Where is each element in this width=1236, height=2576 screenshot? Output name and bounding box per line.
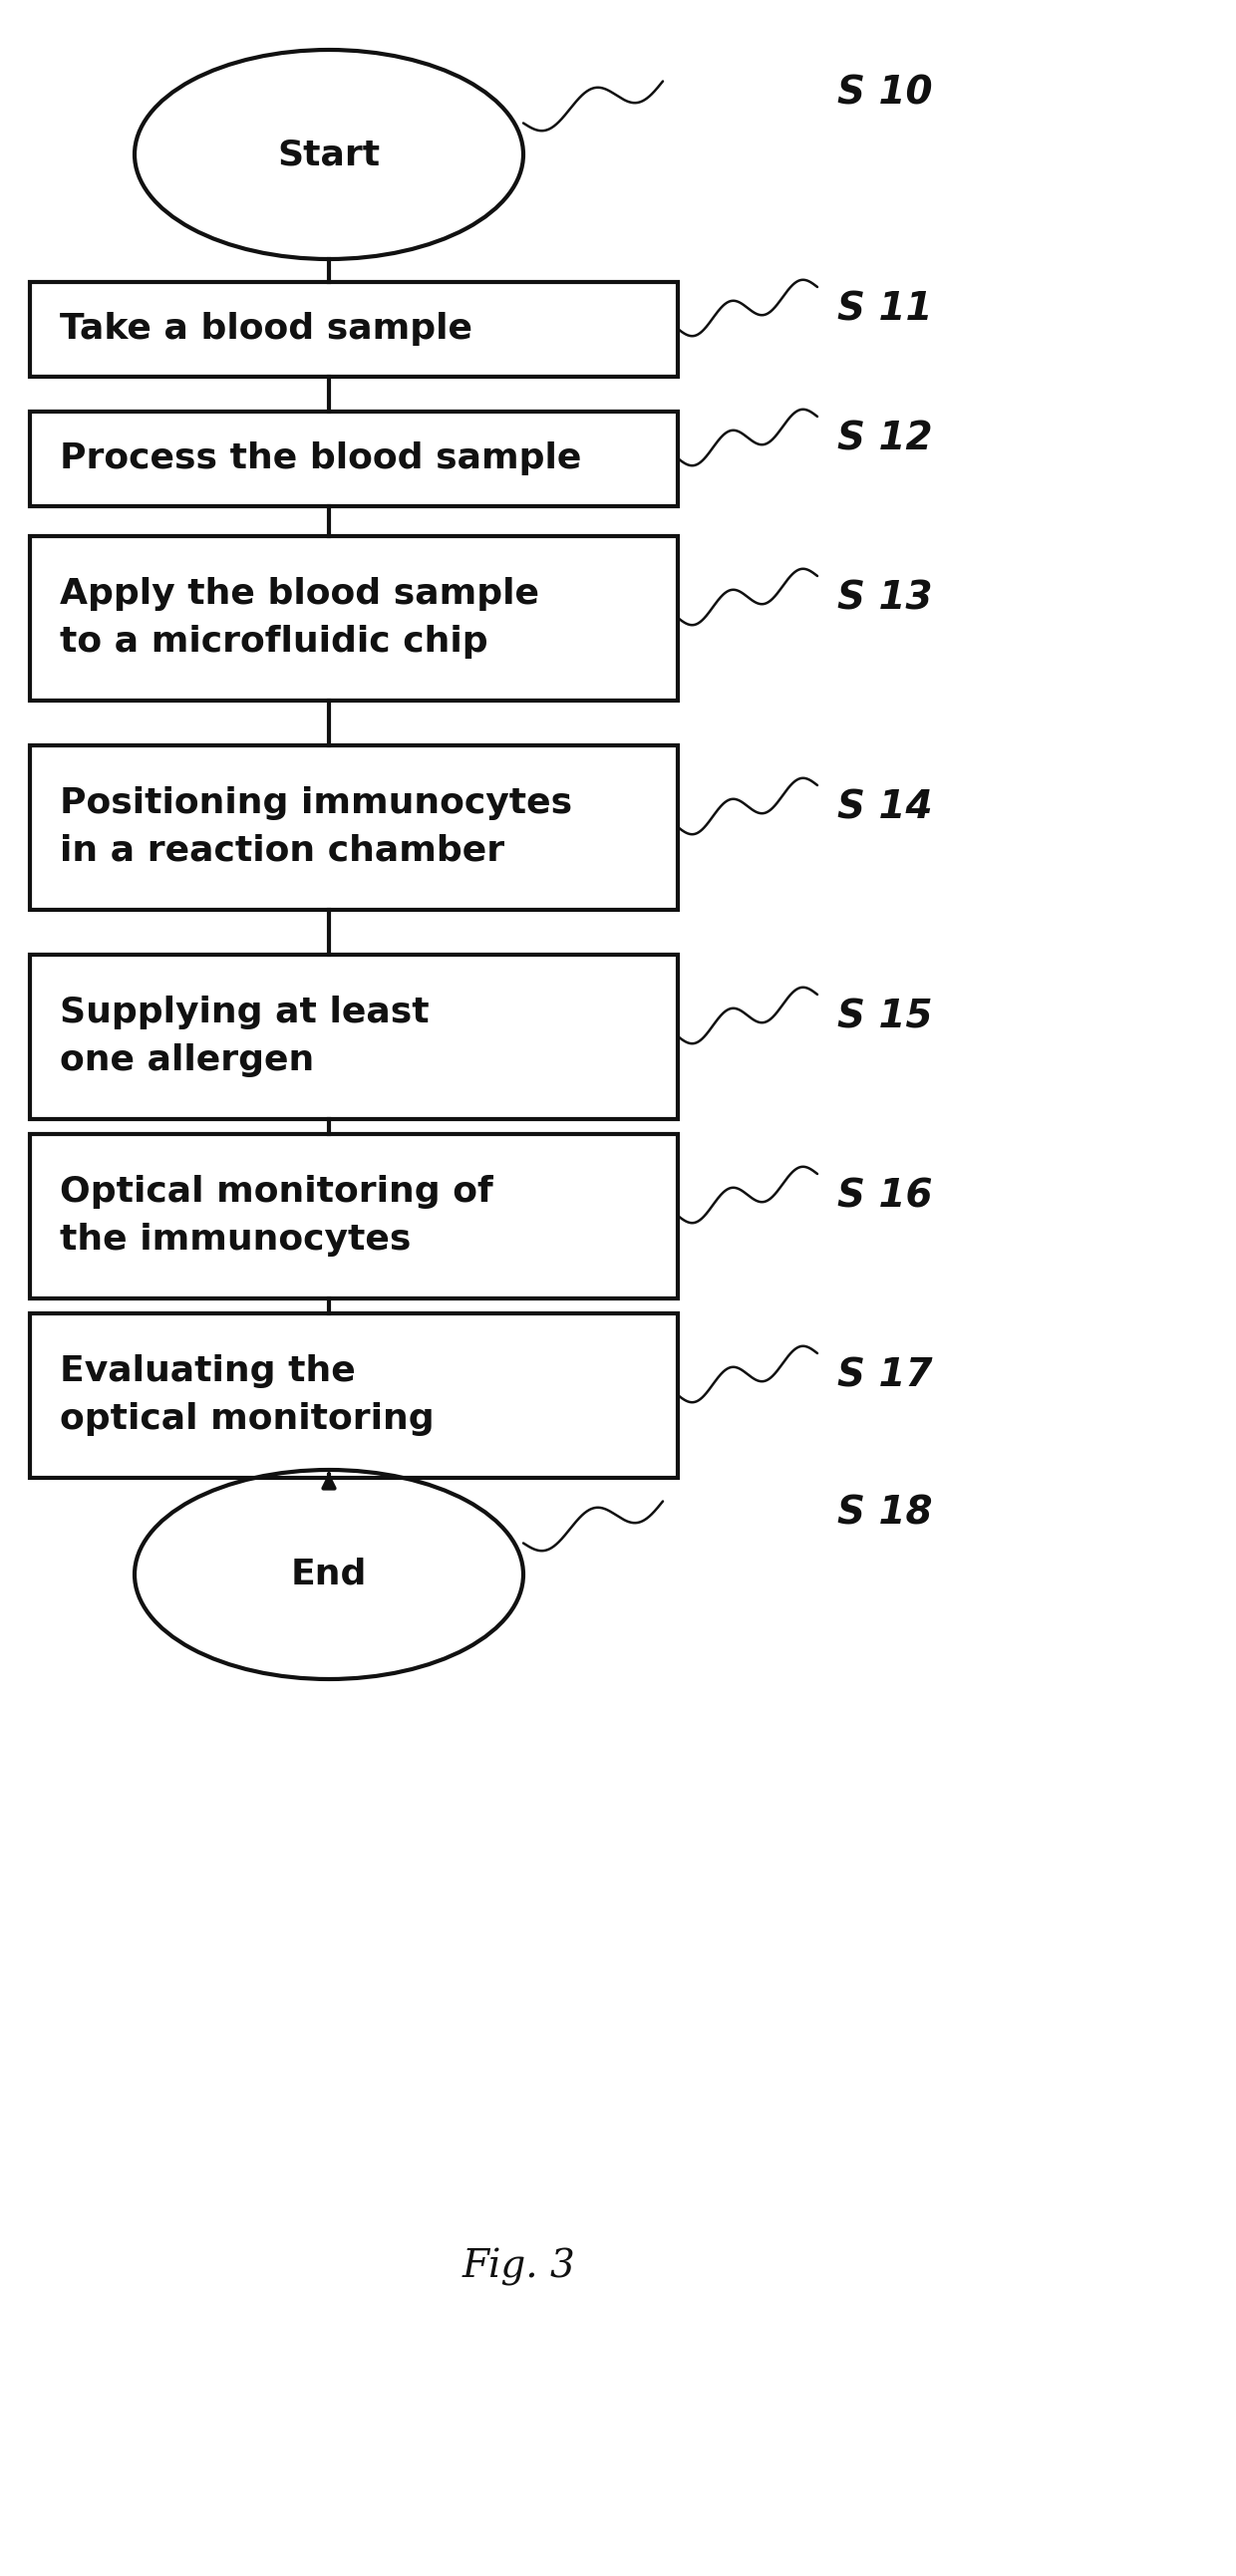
- Text: S 15: S 15: [837, 997, 932, 1036]
- Text: S 17: S 17: [837, 1355, 932, 1394]
- Text: Start: Start: [278, 137, 381, 173]
- Text: Take a blood sample: Take a blood sample: [59, 312, 472, 345]
- Text: Evaluating the
optical monitoring: Evaluating the optical monitoring: [59, 1355, 434, 1435]
- Text: End: End: [290, 1558, 367, 1592]
- Bar: [30, 281, 677, 376]
- Text: Supplying at least
one allergen: Supplying at least one allergen: [59, 997, 429, 1077]
- Text: S 10: S 10: [837, 75, 932, 113]
- Bar: [30, 412, 677, 505]
- Text: S 12: S 12: [837, 420, 932, 459]
- Text: Fig. 3: Fig. 3: [462, 2249, 576, 2285]
- Text: Positioning immunocytes
in a reaction chamber: Positioning immunocytes in a reaction ch…: [59, 786, 572, 868]
- Text: Process the blood sample: Process the blood sample: [59, 440, 581, 477]
- Bar: [30, 953, 677, 1118]
- Bar: [30, 536, 677, 701]
- Text: Apply the blood sample
to a microfluidic chip: Apply the blood sample to a microfluidic…: [59, 577, 539, 659]
- Bar: [30, 1314, 677, 1479]
- Text: S 14: S 14: [837, 788, 932, 827]
- Bar: [30, 1133, 677, 1298]
- Text: Optical monitoring of
the immunocytes: Optical monitoring of the immunocytes: [59, 1175, 493, 1257]
- Text: S 13: S 13: [837, 580, 932, 616]
- Text: S 16: S 16: [837, 1177, 932, 1216]
- Text: S 11: S 11: [837, 291, 932, 327]
- Text: S 18: S 18: [837, 1494, 932, 1533]
- Bar: [30, 744, 677, 909]
